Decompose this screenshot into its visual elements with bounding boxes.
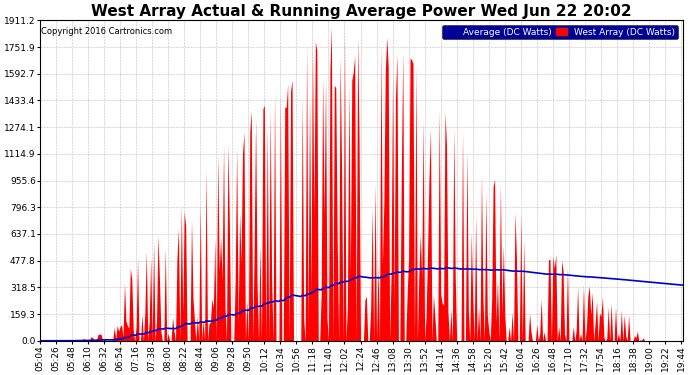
- Text: Copyright 2016 Cartronics.com: Copyright 2016 Cartronics.com: [41, 27, 172, 36]
- Title: West Array Actual & Running Average Power Wed Jun 22 20:02: West Array Actual & Running Average Powe…: [91, 4, 631, 19]
- Legend: Average (DC Watts), West Array (DC Watts): Average (DC Watts), West Array (DC Watts…: [442, 25, 678, 39]
